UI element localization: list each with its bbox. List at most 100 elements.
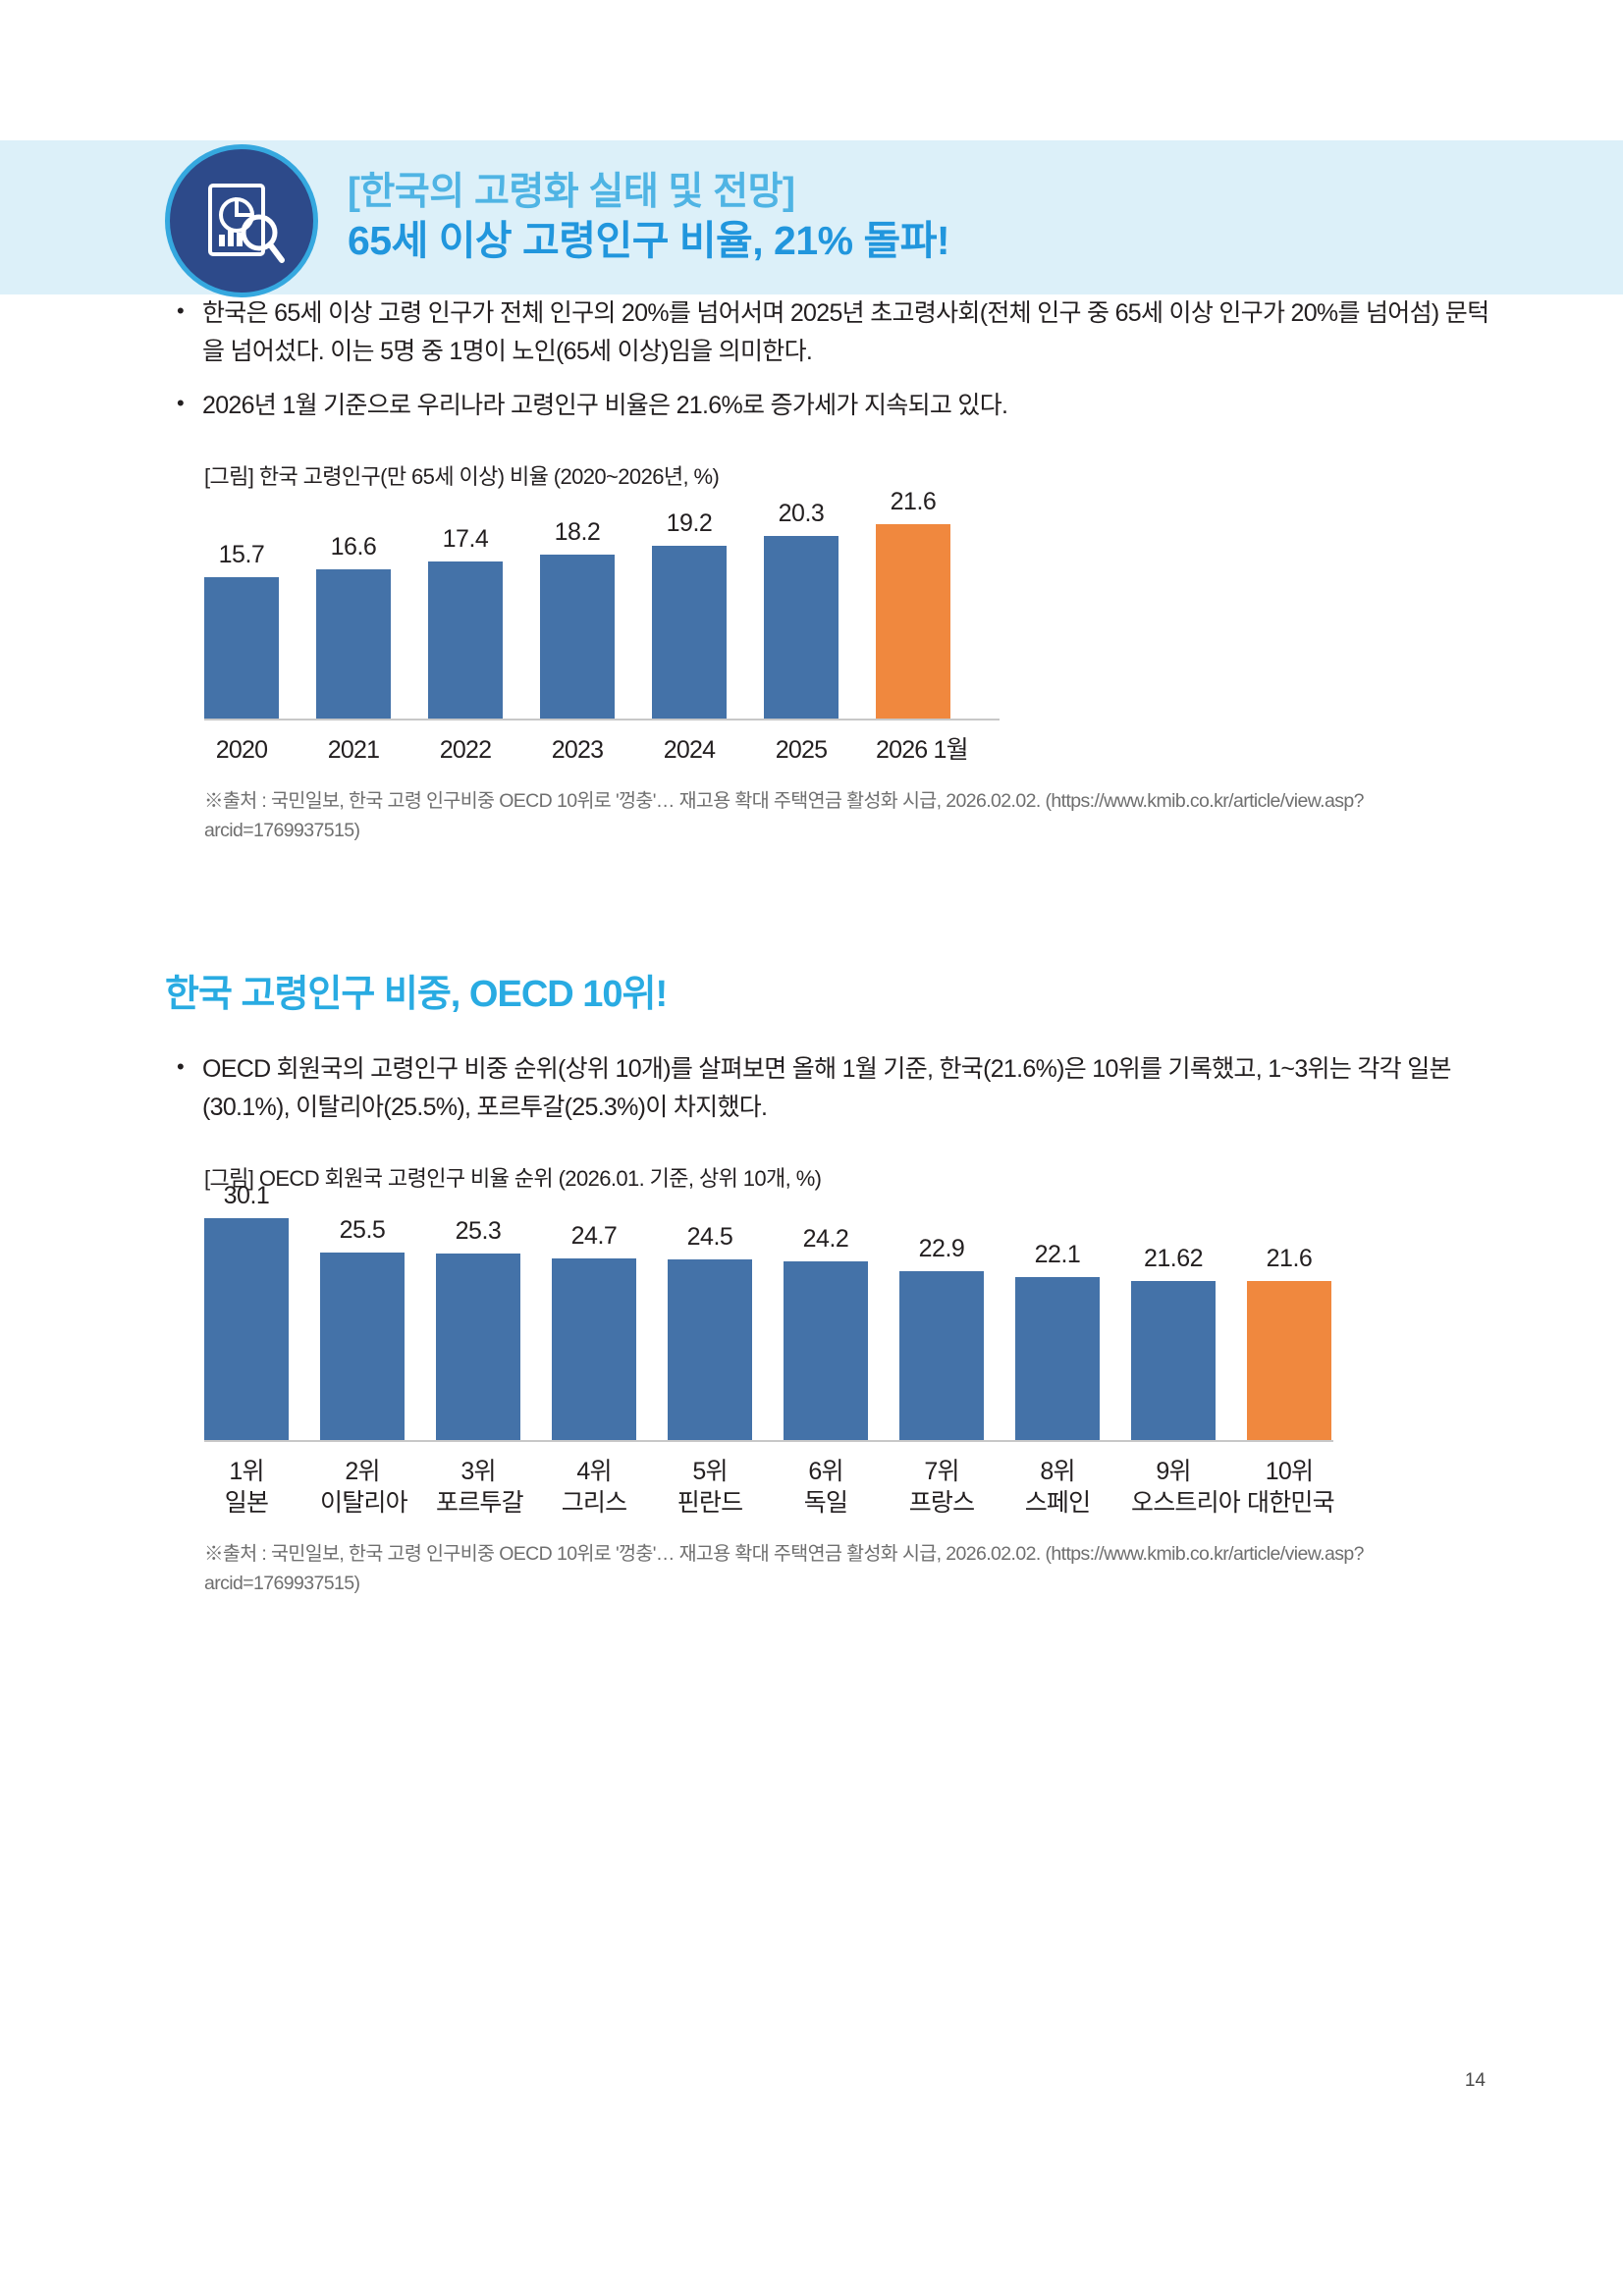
bar — [1247, 1281, 1331, 1441]
bar-column: 20.3 — [764, 500, 839, 720]
bar-column: 22.1 — [1015, 1241, 1100, 1441]
bar-column: 18.2 — [540, 518, 615, 720]
bar-column: 15.7 — [204, 541, 279, 720]
x-tick-country: 오스트리아 — [1131, 1489, 1241, 1518]
chart1-xaxis: 2020 2021 2022 2023 2024 2025 2026 1월 — [204, 734, 1000, 766]
source-note-1: ※출처 : 국민일보, 한국 고령 인구비중 OECD 10위로 '껑충'… 재… — [204, 790, 1364, 841]
x-tick-rank: 9위 — [1156, 1458, 1191, 1486]
bar — [668, 1259, 752, 1441]
bar — [784, 1261, 868, 1441]
bullet-item: OECD 회원국의 고령인구 비중 순위(상위 10개)를 살펴보면 올해 1월… — [175, 1050, 1505, 1127]
bar-value-label: 21.62 — [1143, 1245, 1204, 1273]
bar-value-label: 19.2 — [666, 509, 713, 538]
x-tick-country: 이탈리아 — [320, 1489, 408, 1518]
bar-column: 22.9 — [899, 1235, 984, 1441]
bar-column: 17.4 — [428, 525, 503, 720]
chart2-bars: 30.1 25.5 25.3 24.7 24.5 24.2 22.9 22.1 21.62 21.… — [204, 1182, 1333, 1443]
x-tick-rank: 8위 — [1040, 1458, 1075, 1486]
bar-value-label: 18.2 — [554, 518, 601, 547]
x-axis-tick-label: 2위 이탈리아 — [320, 1456, 408, 1519]
bar — [899, 1271, 984, 1441]
x-tick-rank: 3위 — [460, 1458, 496, 1486]
bar — [320, 1253, 405, 1441]
korea-elderly-ratio-bar-chart: 15.7 16.6 17.4 18.2 19.2 20.3 21.6 2020 2021 202… — [204, 488, 1623, 766]
bar — [1015, 1277, 1100, 1441]
bar-column: 21.62 — [1131, 1245, 1216, 1441]
x-tick-rank: 10위 — [1265, 1458, 1314, 1486]
bar-value-label: 22.9 — [918, 1235, 965, 1263]
x-axis-tick-label: 2022 — [439, 736, 492, 765]
bullet-item: 2026년 1월 기준으로 우리나라 고령인구 비율은 21.6%로 증가세가 … — [175, 387, 1505, 425]
bar-column: 24.2 — [784, 1225, 868, 1441]
page-content: 한국은 65세 이상 고령 인구가 전체 인구의 20%를 넘어서며 2025년… — [0, 294, 1623, 1598]
bar-value-label: 21.6 — [890, 488, 937, 516]
x-axis-tick-label: 2020 — [215, 736, 268, 765]
bar — [1131, 1281, 1216, 1441]
page-header: [한국의 고령화 실태 및 전망] 65세 이상 고령인구 비율, 21% 돌파… — [0, 140, 1623, 297]
bar-value-label: 20.3 — [778, 500, 825, 528]
section2-heading: 한국 고령인구 비중, OECD 10위! — [165, 973, 668, 1015]
x-tick-country: 대한민국 — [1247, 1489, 1335, 1518]
x-axis-tick-label: 2024 — [663, 736, 716, 765]
report-magnifier-icon — [165, 143, 318, 297]
bar-column: 24.5 — [668, 1223, 752, 1441]
bar-column: 24.7 — [552, 1222, 636, 1441]
header-title-group: [한국의 고령화 실태 및 전망] 65세 이상 고령인구 비율, 21% 돌파… — [348, 171, 950, 264]
x-axis-tick-label: 2025 — [775, 736, 828, 765]
oecd-elderly-ranking-bar-chart: 30.1 25.5 25.3 24.7 24.5 24.2 22.9 22.1 21.62 21.… — [204, 1182, 1623, 1519]
bar-value-label: 15.7 — [218, 541, 265, 569]
bar-value-label: 16.6 — [330, 533, 377, 561]
bar-value-label: 22.1 — [1034, 1241, 1081, 1269]
bar-column: 19.2 — [652, 509, 727, 720]
x-tick-country: 그리스 — [561, 1489, 627, 1518]
chart1-bars: 15.7 16.6 17.4 18.2 19.2 20.3 21.6 — [204, 488, 1000, 721]
x-tick-country: 스페인 — [1024, 1489, 1091, 1518]
bar-column: 21.6 — [876, 488, 950, 720]
x-tick-country: 핀란드 — [676, 1489, 743, 1518]
bar — [876, 524, 950, 720]
bar-value-label: 24.7 — [570, 1222, 618, 1251]
bar — [552, 1258, 636, 1441]
page-number: 14 — [1464, 2070, 1486, 2091]
bar-value-label: 24.5 — [686, 1223, 733, 1252]
bar-value-label: 25.5 — [339, 1216, 386, 1245]
x-axis-tick-label: 2026 1월 — [876, 736, 969, 765]
bar-value-label: 17.4 — [442, 525, 489, 554]
chart-block-1: 15.7 16.6 17.4 18.2 19.2 20.3 21.6 2020 2021 202… — [0, 488, 1623, 766]
x-tick-rank: 6위 — [808, 1458, 843, 1486]
bar — [204, 577, 279, 720]
figure-caption-1: [그림] 한국 고령인구(만 65세 이상) 비율 (2020~2026년, %… — [204, 464, 720, 490]
bullet-item: 한국은 65세 이상 고령 인구가 전체 인구의 20%를 넘어서며 2025년… — [175, 294, 1505, 371]
x-axis-tick-label: 2021 — [327, 736, 380, 765]
bar — [428, 561, 503, 720]
page-title: 65세 이상 고령인구 비율, 21% 돌파! — [348, 218, 950, 264]
bar-column: 25.3 — [436, 1217, 520, 1441]
x-tick-country: 프랑스 — [908, 1489, 975, 1518]
chart-block-2: 30.1 25.5 25.3 24.7 24.5 24.2 22.9 22.1 21.62 21.… — [0, 1182, 1623, 1519]
x-tick-rank: 4위 — [576, 1458, 612, 1486]
bar — [436, 1254, 520, 1441]
bar — [764, 536, 839, 720]
section1-bullets: 한국은 65세 이상 고령 인구가 전체 인구의 20%를 넘어서며 2025년… — [0, 294, 1623, 424]
x-tick-country: 일본 — [224, 1489, 269, 1518]
x-tick-rank: 7위 — [924, 1458, 959, 1486]
page-eyebrow-title: [한국의 고령화 실태 및 전망] — [348, 171, 795, 214]
bar-value-label: 21.6 — [1266, 1245, 1313, 1273]
x-tick-country: 독일 — [803, 1489, 848, 1518]
bar — [316, 569, 391, 720]
x-tick-country: 포르투갈 — [436, 1489, 524, 1518]
bar — [204, 1218, 289, 1441]
section2-bullets: OECD 회원국의 고령인구 비중 순위(상위 10개)를 살펴보면 올해 1월… — [0, 1050, 1623, 1127]
bar-value-label: 30.1 — [223, 1182, 270, 1210]
x-tick-rank: 1위 — [229, 1458, 264, 1486]
bar-column: 16.6 — [316, 533, 391, 720]
x-tick-rank: 5위 — [692, 1458, 728, 1486]
x-axis-tick-label: 2023 — [551, 736, 604, 765]
